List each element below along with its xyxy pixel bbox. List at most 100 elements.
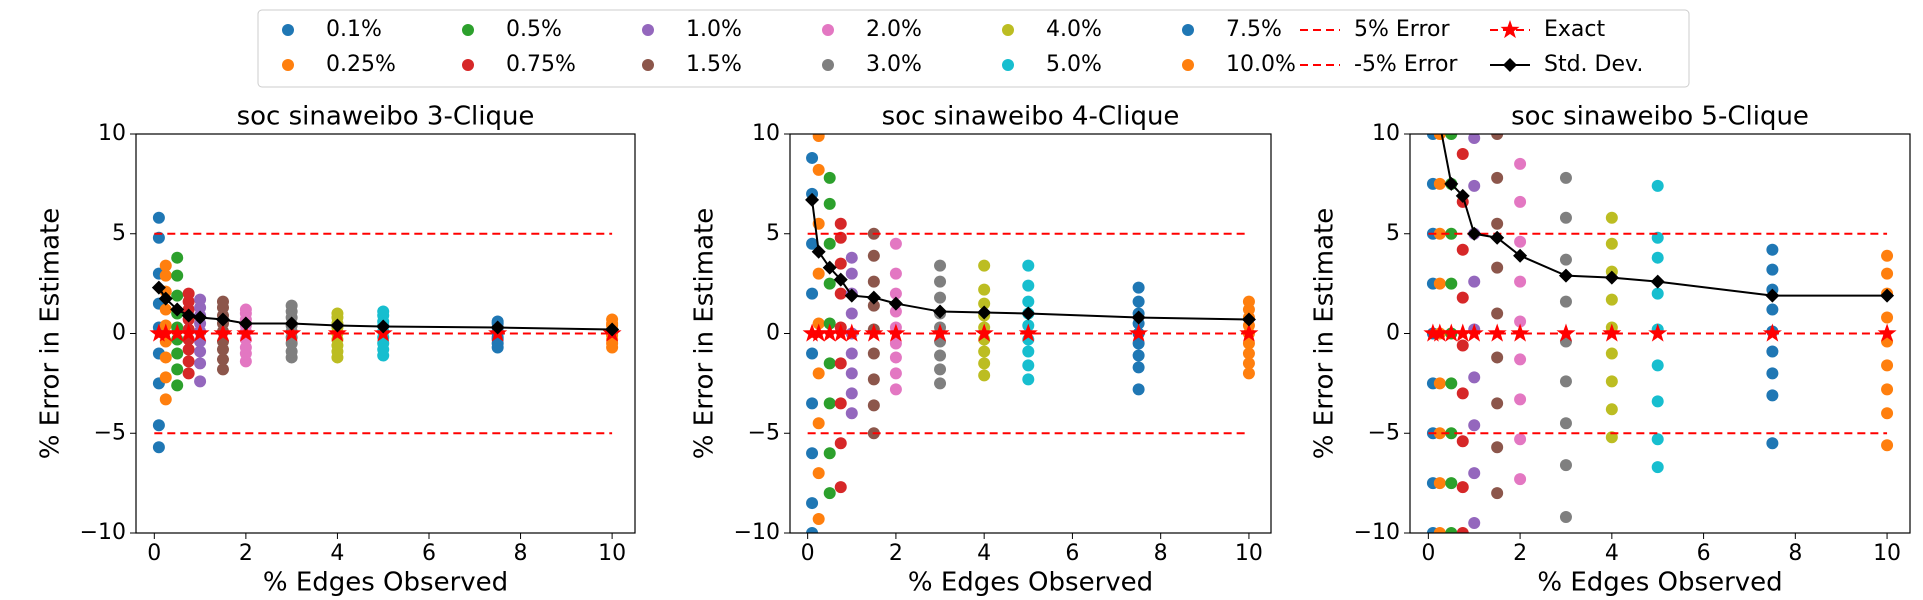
legend-label: 4.0% — [1046, 17, 1102, 42]
std-dev-marker — [181, 308, 196, 323]
data-point — [1651, 461, 1664, 474]
data-point — [1514, 393, 1527, 406]
data-point — [1514, 353, 1527, 366]
data-point — [1605, 211, 1618, 224]
legend-marker — [282, 59, 294, 71]
data-point — [845, 387, 858, 400]
legend-label: 10.0% — [1226, 52, 1296, 77]
legend-label: 3.0% — [866, 52, 922, 77]
data-point — [867, 347, 880, 360]
data-point — [823, 317, 836, 330]
x-tick-label: 0 — [801, 541, 815, 566]
data-point — [845, 407, 858, 420]
y-tick-label: −10 — [80, 520, 126, 545]
data-point — [834, 397, 847, 410]
data-point — [1433, 377, 1446, 390]
data-point — [978, 357, 991, 370]
exact-marker — [842, 323, 862, 342]
exact-marker — [179, 323, 199, 342]
data-point — [1559, 511, 1572, 524]
std-dev-marker — [1241, 312, 1256, 327]
std-dev-marker — [866, 290, 881, 305]
data-point — [1456, 387, 1469, 400]
data-point — [806, 237, 819, 250]
std-dev-marker — [284, 316, 299, 331]
data-point — [1559, 211, 1572, 224]
std-dev-marker — [1650, 274, 1665, 289]
data-point — [1766, 243, 1779, 256]
std-dev-marker — [1444, 176, 1459, 191]
y-tick-label: 10 — [1372, 121, 1400, 146]
data-point — [1651, 251, 1664, 264]
data-point — [834, 287, 847, 300]
y-tick-label: 5 — [112, 221, 126, 246]
exact-marker — [831, 323, 851, 342]
data-point — [1491, 351, 1504, 364]
data-point — [194, 293, 207, 306]
exact-marker — [1602, 323, 1622, 342]
data-point — [867, 249, 880, 262]
legend-label: 0.25% — [326, 52, 396, 77]
data-point — [1559, 459, 1572, 472]
exact-marker — [1453, 323, 1473, 342]
x-tick-label: 2 — [1513, 541, 1527, 566]
data-point — [1605, 293, 1618, 306]
data-point — [1559, 375, 1572, 388]
std-dev-marker — [1467, 226, 1482, 241]
data-point — [1491, 397, 1504, 410]
x-tick-label: 4 — [1605, 541, 1619, 566]
data-point — [1242, 357, 1255, 370]
x-tick-label: 6 — [1697, 541, 1711, 566]
data-point — [1881, 359, 1894, 372]
data-point — [1468, 371, 1481, 384]
data-point — [1766, 437, 1779, 450]
data-point — [1456, 291, 1469, 304]
data-point — [867, 299, 880, 312]
legend-marker — [1182, 24, 1194, 36]
data-point — [171, 251, 184, 264]
data-point — [806, 527, 819, 533]
data-point — [806, 447, 819, 460]
data-point — [889, 287, 902, 300]
x-tick-label: 4 — [977, 541, 991, 566]
data-point — [823, 487, 836, 500]
std-dev-marker — [1880, 288, 1895, 303]
std-dev-marker — [1558, 268, 1573, 283]
data-point — [934, 259, 947, 272]
data-point — [171, 347, 184, 360]
data-point — [812, 163, 825, 176]
y-tick-label: −10 — [1354, 520, 1400, 545]
data-point — [823, 357, 836, 370]
data-point — [1514, 473, 1527, 486]
data-point — [1514, 315, 1527, 328]
data-point — [1766, 345, 1779, 358]
exact-marker — [1510, 323, 1530, 342]
std-dev-marker — [1604, 270, 1619, 285]
data-point — [1559, 295, 1572, 308]
data-point — [1651, 395, 1664, 408]
data-point — [889, 367, 902, 380]
data-point — [159, 393, 172, 406]
data-point — [606, 313, 619, 326]
plot-area — [802, 134, 1259, 533]
data-point — [1456, 481, 1469, 494]
data-point — [1433, 527, 1446, 533]
data-point — [1456, 339, 1469, 352]
data-point — [171, 269, 184, 282]
data-point — [867, 373, 880, 386]
legend-label: 5% Error — [1354, 17, 1450, 42]
y-tick-label: 0 — [1386, 321, 1400, 346]
data-point — [1881, 407, 1894, 420]
legend-label: 1.0% — [686, 17, 742, 42]
data-point — [194, 357, 207, 370]
y-tick-label: −10 — [734, 520, 780, 545]
data-point — [1651, 433, 1664, 446]
data-point — [806, 397, 819, 410]
data-point — [1433, 227, 1446, 240]
data-point — [1491, 217, 1504, 230]
data-point — [889, 305, 902, 318]
legend-marker — [1002, 59, 1014, 71]
data-point — [889, 237, 902, 250]
title: soc sinaweibo 3-Clique — [237, 102, 535, 132]
legend-marker — [822, 24, 834, 36]
